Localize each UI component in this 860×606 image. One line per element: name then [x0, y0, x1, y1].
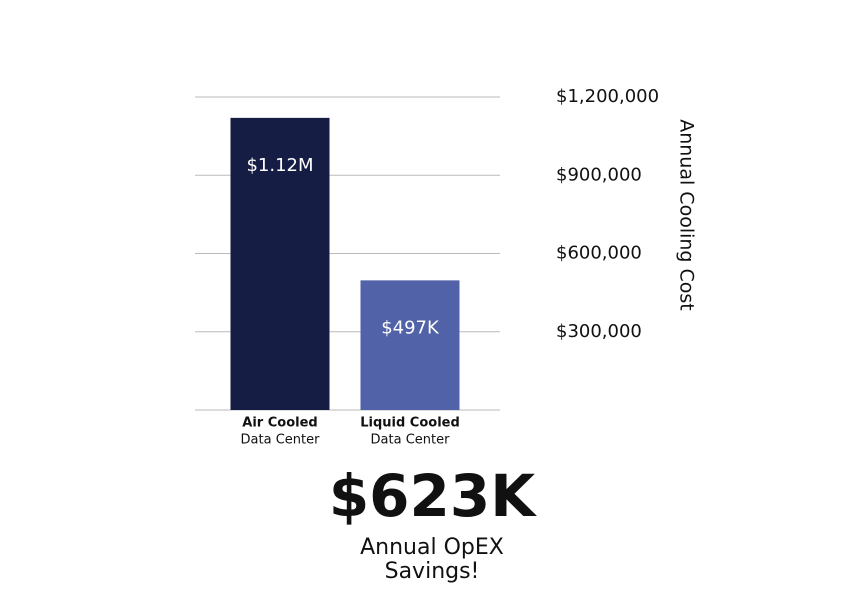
- y-tick-label: $900,000: [556, 164, 642, 185]
- y-tick-label: $1,200,000: [556, 86, 659, 107]
- y-tick-label: $600,000: [556, 243, 642, 264]
- savings-caption: Annual OpEX: [360, 535, 504, 560]
- value-label: $497K: [381, 317, 440, 338]
- savings-headline: $623K: [329, 462, 537, 530]
- x-tick-label: Air Cooled: [242, 416, 317, 431]
- savings-caption: Savings!: [385, 559, 480, 584]
- x-tick-sublabel: Data Center: [371, 433, 451, 448]
- y-tick-label: $300,000: [556, 321, 642, 342]
- bar: [230, 117, 330, 410]
- y-axis-label: Annual Cooling Cost: [676, 119, 698, 311]
- x-tick-sublabel: Data Center: [241, 433, 321, 448]
- value-label: $1.12M: [246, 155, 313, 176]
- bar: [360, 280, 460, 410]
- x-tick-label: Liquid Cooled: [360, 416, 460, 431]
